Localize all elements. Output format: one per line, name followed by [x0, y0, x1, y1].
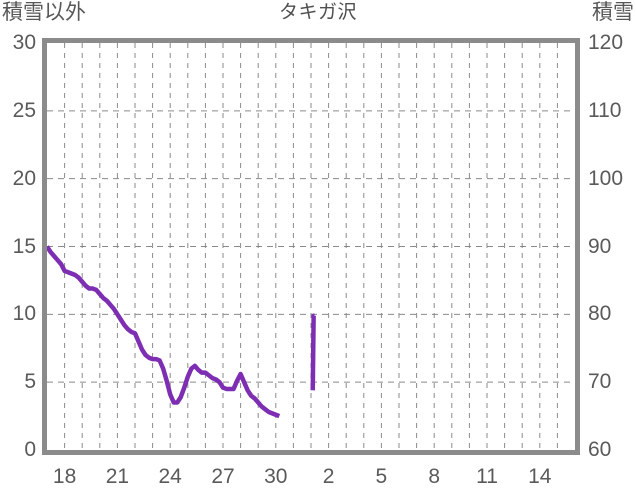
- y-axis-right-tick: 90: [588, 234, 612, 258]
- y-axis-left-tick: 0: [24, 438, 36, 461]
- data-series-line: [47, 245, 316, 419]
- left-axis-caption: 積雪以外: [2, 1, 86, 24]
- y-axis-right-tick: 100: [588, 166, 624, 190]
- x-axis-tick: 5: [375, 465, 388, 488]
- x-axis-tick: 27: [211, 465, 235, 488]
- y-axis-right-tick: 120: [588, 31, 624, 54]
- x-axis-tick: 18: [52, 465, 77, 488]
- y-axis-left-tick: 5: [24, 370, 36, 394]
- plot-inner: [47, 43, 575, 450]
- x-axis-tick: 11: [476, 465, 498, 488]
- y-axis-left-tick: 25: [12, 98, 36, 122]
- right-axis-caption: 積雪: [592, 1, 634, 24]
- x-axis-tick: 21: [105, 465, 130, 488]
- y-axis-right-tick: 110: [588, 98, 622, 122]
- y-axis-right-tick: 80: [588, 302, 612, 326]
- page-title: タキガ沢: [278, 2, 357, 23]
- plot-area: [42, 38, 580, 455]
- x-axis-tick: 8: [428, 465, 441, 488]
- y-axis-left-tick: 15: [12, 234, 36, 258]
- y-axis-right-tick: 60: [588, 438, 612, 461]
- x-axis-tick: 14: [528, 465, 552, 488]
- x-axis-tick: 30: [264, 465, 288, 488]
- y-axis-right-tick: 70: [588, 370, 612, 394]
- x-axis-tick: 24: [158, 465, 182, 488]
- y-axis-left-tick: 30: [12, 31, 36, 54]
- y-axis-left-tick: 20: [12, 166, 36, 190]
- y-axis-left-tick: 10: [12, 302, 36, 326]
- x-axis-tick: 2: [322, 465, 335, 488]
